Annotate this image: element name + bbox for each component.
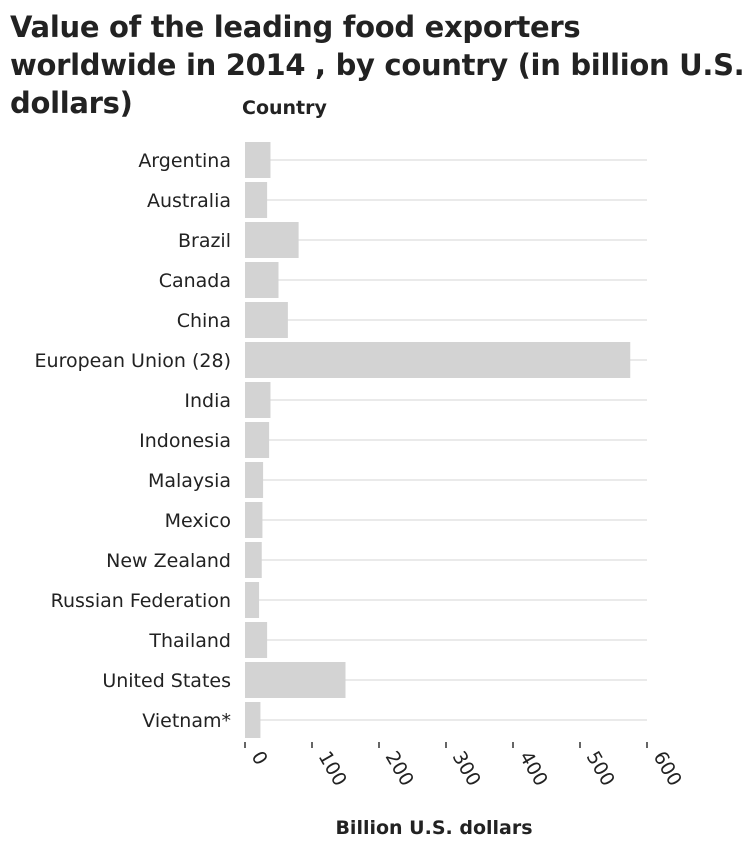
category-label: Thailand (148, 630, 231, 652)
bar (245, 502, 263, 538)
category-label: New Zealand (106, 550, 231, 572)
bar (245, 582, 260, 618)
category-label: Australia (147, 190, 231, 212)
category-label: Indonesia (139, 430, 231, 452)
bar (245, 702, 261, 738)
bar (245, 662, 346, 698)
bar (245, 542, 262, 578)
category-label: Argentina (138, 150, 231, 172)
category-label: Malaysia (148, 470, 231, 492)
category-label: India (184, 390, 231, 412)
x-tick-label: 200 (381, 748, 418, 790)
category-label: China (177, 310, 231, 332)
bar (245, 262, 279, 298)
bar (245, 222, 299, 258)
category-label: Canada (159, 270, 231, 292)
x-axis-ticks: 0 100 200 300 400 500 600 (244, 742, 686, 790)
x-tick-label: 500 (582, 748, 619, 790)
category-label: Mexico (165, 510, 231, 532)
bar (245, 342, 631, 378)
bar (245, 622, 268, 658)
category-label: United States (102, 670, 231, 692)
category-label: Vietnam* (142, 710, 231, 732)
x-tick-label: 300 (448, 748, 485, 790)
x-tick-label: 600 (649, 748, 686, 790)
bar (245, 422, 270, 458)
bar (245, 462, 264, 498)
x-axis-title: Billion U.S. dollars (335, 817, 532, 839)
y-axis-title: Country (242, 97, 328, 119)
bar (245, 302, 288, 338)
x-tick-label: 100 (314, 748, 351, 790)
chart-title: Value of the leading food exporters worl… (10, 10, 745, 120)
category-labels: Argentina Australia Brazil Canada China Europ… (35, 150, 231, 732)
category-label: Russian Federation (51, 590, 231, 612)
bar (245, 142, 271, 178)
bar (245, 182, 268, 218)
x-tick-label: 0 (247, 748, 272, 769)
category-label: Brazil (178, 230, 231, 252)
bars (245, 142, 631, 738)
grid-lines (245, 159, 647, 721)
bar (245, 382, 271, 418)
x-tick-label: 400 (515, 748, 552, 790)
category-label: European Union (28) (35, 350, 231, 372)
